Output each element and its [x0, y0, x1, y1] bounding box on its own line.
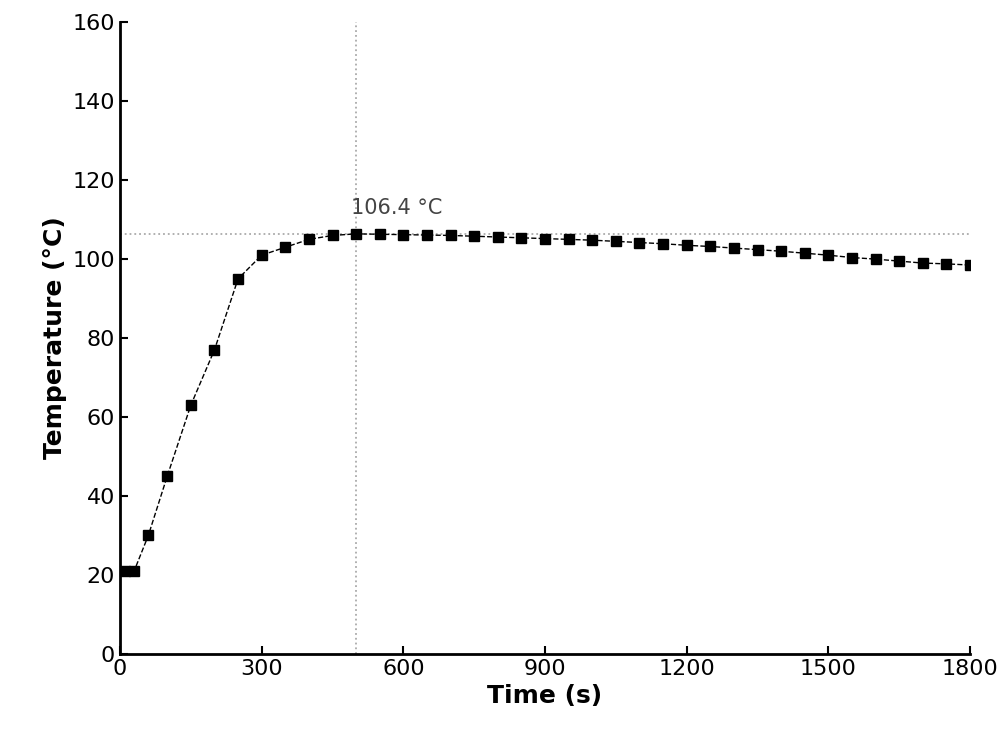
- Y-axis label: Temperature (°C): Temperature (°C): [43, 217, 67, 459]
- Text: 106.4 °C: 106.4 °C: [351, 198, 443, 218]
- X-axis label: Time (s): Time (s): [487, 684, 603, 708]
